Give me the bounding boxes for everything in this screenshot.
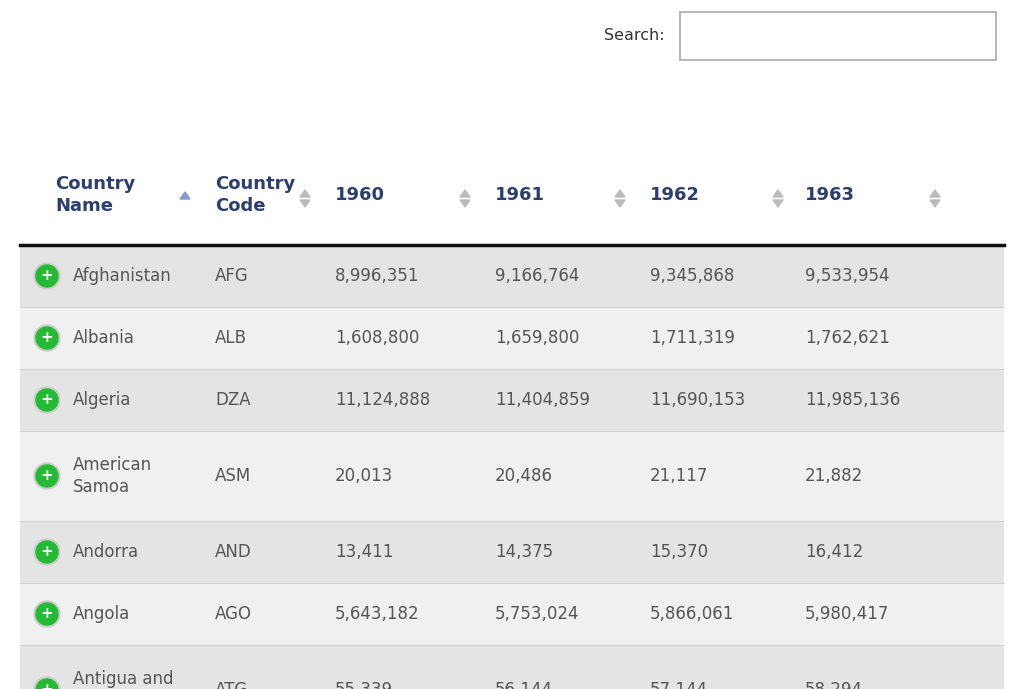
Circle shape — [34, 263, 60, 289]
Text: Search:: Search: — [604, 28, 665, 43]
Text: ALB: ALB — [215, 329, 247, 347]
Circle shape — [36, 265, 58, 287]
Circle shape — [36, 327, 58, 349]
Text: +: + — [41, 544, 53, 559]
Polygon shape — [615, 190, 625, 197]
FancyBboxPatch shape — [20, 431, 1004, 521]
Text: 1,608,800: 1,608,800 — [335, 329, 420, 347]
Circle shape — [34, 325, 60, 351]
Text: 58,294: 58,294 — [805, 681, 863, 689]
Text: 1,762,621: 1,762,621 — [805, 329, 890, 347]
Text: Antigua and
Barbuda: Antigua and Barbuda — [73, 670, 173, 689]
Text: Angola: Angola — [73, 605, 130, 623]
Polygon shape — [300, 190, 310, 197]
FancyBboxPatch shape — [680, 12, 996, 60]
Text: 57,144: 57,144 — [650, 681, 708, 689]
Text: AFG: AFG — [215, 267, 249, 285]
Text: Country
Code: Country Code — [215, 175, 295, 215]
Text: 20,013: 20,013 — [335, 467, 393, 485]
Text: 56,144: 56,144 — [495, 681, 553, 689]
Text: 9,533,954: 9,533,954 — [805, 267, 890, 285]
Circle shape — [34, 387, 60, 413]
Text: Andorra: Andorra — [73, 543, 139, 561]
Text: Algeria: Algeria — [73, 391, 131, 409]
Text: Afghanistan: Afghanistan — [73, 267, 172, 285]
Circle shape — [36, 389, 58, 411]
Text: American
Samoa: American Samoa — [73, 456, 153, 496]
Text: 1960: 1960 — [335, 186, 385, 204]
Text: AND: AND — [215, 543, 252, 561]
Text: 55,339: 55,339 — [335, 681, 393, 689]
Text: +: + — [41, 606, 53, 621]
Text: 5,643,182: 5,643,182 — [335, 605, 420, 623]
Text: Country
Name: Country Name — [55, 175, 135, 215]
Text: 1961: 1961 — [495, 186, 545, 204]
Text: Albania: Albania — [73, 329, 135, 347]
FancyBboxPatch shape — [20, 245, 1004, 307]
Text: +: + — [41, 469, 53, 484]
Text: 11,404,859: 11,404,859 — [495, 391, 590, 409]
Text: +: + — [41, 269, 53, 283]
Text: AGO: AGO — [215, 605, 252, 623]
Polygon shape — [180, 192, 190, 199]
Text: 11,690,153: 11,690,153 — [650, 391, 745, 409]
Circle shape — [36, 679, 58, 689]
FancyBboxPatch shape — [20, 521, 1004, 583]
Text: +: + — [41, 331, 53, 345]
Polygon shape — [460, 200, 470, 207]
Text: 1963: 1963 — [805, 186, 855, 204]
Text: 16,412: 16,412 — [805, 543, 863, 561]
Polygon shape — [460, 190, 470, 197]
Circle shape — [36, 465, 58, 487]
Text: 14,375: 14,375 — [495, 543, 553, 561]
Polygon shape — [930, 190, 940, 197]
Text: 1,659,800: 1,659,800 — [495, 329, 580, 347]
FancyBboxPatch shape — [20, 307, 1004, 369]
Circle shape — [36, 603, 58, 625]
Text: 11,124,888: 11,124,888 — [335, 391, 430, 409]
Text: 5,980,417: 5,980,417 — [805, 605, 890, 623]
Text: 5,753,024: 5,753,024 — [495, 605, 580, 623]
Polygon shape — [615, 200, 625, 207]
Text: +: + — [41, 393, 53, 407]
Text: 11,985,136: 11,985,136 — [805, 391, 900, 409]
Text: 13,411: 13,411 — [335, 543, 393, 561]
Circle shape — [34, 463, 60, 489]
Polygon shape — [773, 190, 783, 197]
Text: 20,486: 20,486 — [495, 467, 553, 485]
FancyBboxPatch shape — [20, 369, 1004, 431]
Text: 1962: 1962 — [650, 186, 700, 204]
Circle shape — [36, 541, 58, 563]
Polygon shape — [300, 200, 310, 207]
Polygon shape — [773, 200, 783, 207]
FancyBboxPatch shape — [20, 583, 1004, 645]
Text: +: + — [41, 683, 53, 689]
Circle shape — [34, 677, 60, 689]
Text: 5,866,061: 5,866,061 — [650, 605, 734, 623]
Text: 1,711,319: 1,711,319 — [650, 329, 735, 347]
Text: 9,345,868: 9,345,868 — [650, 267, 734, 285]
Polygon shape — [930, 200, 940, 207]
Text: 9,166,764: 9,166,764 — [495, 267, 580, 285]
FancyBboxPatch shape — [20, 645, 1004, 689]
Circle shape — [34, 601, 60, 627]
Circle shape — [34, 539, 60, 565]
Text: 15,370: 15,370 — [650, 543, 709, 561]
Text: ASM: ASM — [215, 467, 251, 485]
Text: 8,996,351: 8,996,351 — [335, 267, 420, 285]
Text: ATG: ATG — [215, 681, 248, 689]
Text: DZA: DZA — [215, 391, 251, 409]
Text: 21,882: 21,882 — [805, 467, 863, 485]
Text: 21,117: 21,117 — [650, 467, 709, 485]
